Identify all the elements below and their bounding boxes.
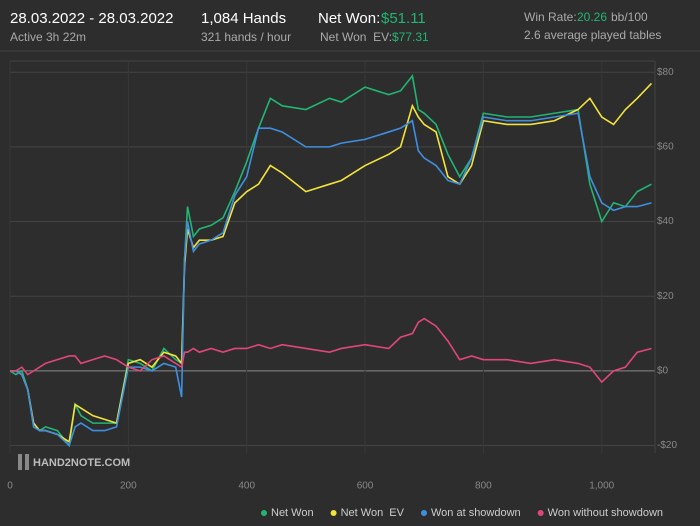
hands-per-hour: 321 hands / hour: [201, 30, 291, 44]
date-range: 28.03.2022 - 28.03.2022: [10, 10, 173, 27]
win-rate-label: Win Rate:: [524, 10, 577, 24]
legend-label: Net Won EV: [341, 507, 405, 519]
series-line: [10, 317, 652, 384]
win-rate-unit: bb/100: [611, 10, 648, 24]
x-tick-label: 200: [120, 481, 137, 492]
net-won-ev-label: Net Won EV:: [320, 30, 392, 44]
legend-label: Net Won: [271, 507, 314, 519]
net-won-value: $51.11: [381, 10, 426, 27]
y-tick-label: $0: [657, 366, 669, 377]
x-tick-label: 400: [238, 481, 255, 492]
watermark: HAND2NOTE.COM: [33, 457, 130, 469]
logo-icon: [25, 454, 29, 470]
y-tick-label: $20: [657, 291, 674, 302]
win-rate-value: 20.26: [577, 10, 607, 24]
legend-marker: [261, 510, 267, 516]
legend-marker: [537, 510, 544, 516]
x-tick-label: 1,000: [589, 481, 614, 492]
active-time: Active 3h 22m: [10, 30, 86, 44]
x-tick-label: 600: [357, 481, 374, 492]
series-line: [10, 112, 652, 447]
x-tick-label: 800: [475, 481, 492, 492]
hands: 1,084 Hands: [201, 10, 286, 27]
plot: -$20 $0 $20 $40 $60 $80 0 200 400 600 800 1,000: [7, 60, 677, 492]
series-line: [10, 82, 653, 444]
logo-icon: [18, 454, 22, 470]
legend-marker: [330, 510, 337, 516]
legend-label: Won at showdown: [431, 507, 521, 519]
y-tick-label: $80: [657, 67, 674, 78]
net-won-label: Net Won:: [318, 10, 380, 27]
y-tick-label: $40: [657, 216, 674, 227]
tables: 2.6 average played tables: [524, 28, 661, 42]
y-tick-label: $60: [657, 142, 674, 153]
x-tick-label: 0: [7, 481, 13, 492]
legend-label: Won without showdown: [548, 507, 663, 519]
y-tick-label: -$20: [657, 440, 677, 451]
legend-marker: [420, 510, 427, 516]
net-won-ev-value: $77.31: [392, 30, 429, 44]
